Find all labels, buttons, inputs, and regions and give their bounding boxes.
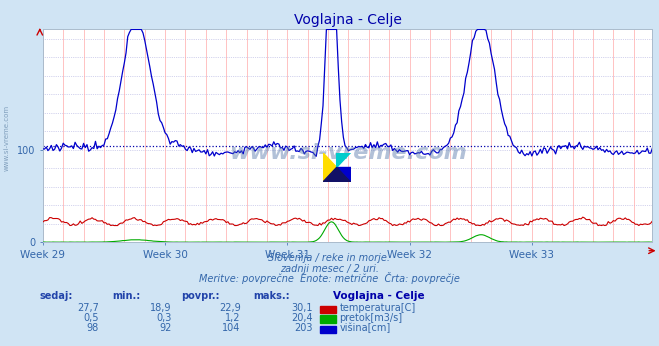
Text: 92: 92 xyxy=(159,324,171,334)
Text: Slovenija / reke in morje.: Slovenija / reke in morje. xyxy=(268,253,391,263)
Text: 0,5: 0,5 xyxy=(83,313,99,323)
Text: temperatura[C]: temperatura[C] xyxy=(339,303,416,313)
Text: pretok[m3/s]: pretok[m3/s] xyxy=(339,313,403,323)
Text: www.si-vreme.com: www.si-vreme.com xyxy=(229,143,467,163)
Text: 18,9: 18,9 xyxy=(150,303,171,313)
Text: 98: 98 xyxy=(86,324,99,334)
Text: Meritve: povprečne  Enote: metrične  Črta: povprečje: Meritve: povprečne Enote: metrične Črta:… xyxy=(199,272,460,284)
Text: 20,4: 20,4 xyxy=(291,313,313,323)
Text: www.si-vreme.com: www.si-vreme.com xyxy=(3,105,10,172)
Text: 0,3: 0,3 xyxy=(156,313,171,323)
Text: 203: 203 xyxy=(295,324,313,334)
Text: 27,7: 27,7 xyxy=(77,303,99,313)
Text: sedaj:: sedaj: xyxy=(40,291,73,301)
Text: povpr.:: povpr.: xyxy=(181,291,219,301)
Polygon shape xyxy=(337,153,351,167)
Text: 30,1: 30,1 xyxy=(291,303,313,313)
Polygon shape xyxy=(337,167,351,182)
Text: višina[cm]: višina[cm] xyxy=(339,323,391,334)
Text: Voglajna - Celje: Voglajna - Celje xyxy=(333,291,424,301)
Text: 104: 104 xyxy=(222,324,241,334)
Text: 22,9: 22,9 xyxy=(219,303,241,313)
Title: Voglajna - Celje: Voglajna - Celje xyxy=(294,13,401,27)
Text: maks.:: maks.: xyxy=(254,291,291,301)
Text: zadnji mesec / 2 uri.: zadnji mesec / 2 uri. xyxy=(280,264,379,274)
Polygon shape xyxy=(323,167,351,182)
Text: min.:: min.: xyxy=(112,291,140,301)
Polygon shape xyxy=(323,153,337,182)
Text: 1,2: 1,2 xyxy=(225,313,241,323)
